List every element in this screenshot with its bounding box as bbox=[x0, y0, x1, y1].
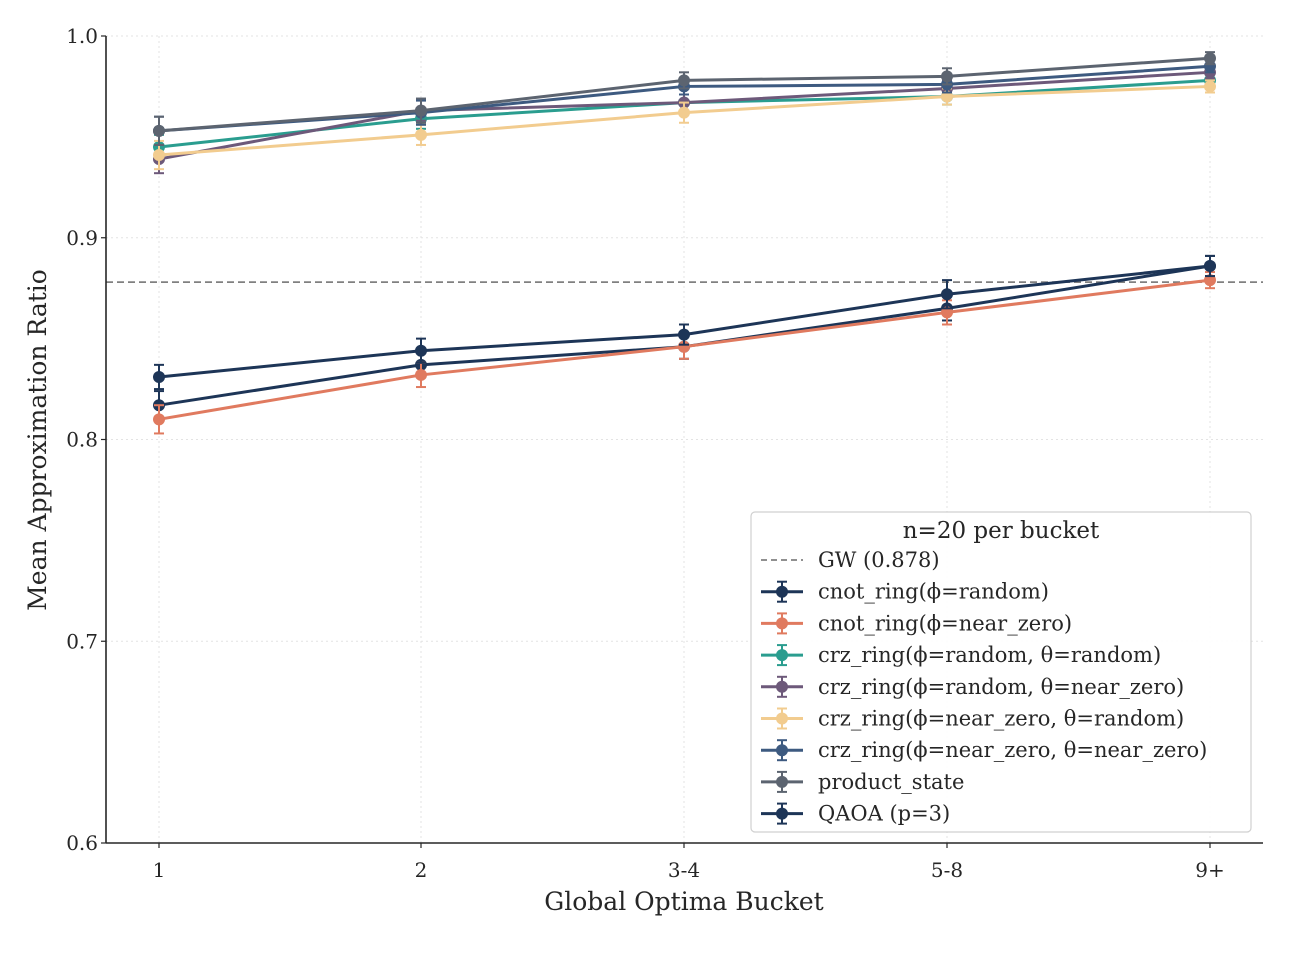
y-tick-label: 0.6 bbox=[66, 831, 98, 855]
legend-title: n=20 per bucket bbox=[903, 518, 1100, 544]
legend-item: cnot_ring(ϕ=random) bbox=[761, 580, 1049, 604]
data-point bbox=[678, 106, 690, 119]
data-point bbox=[941, 306, 953, 319]
x-tick-label: 9+ bbox=[1195, 858, 1224, 882]
legend-item: crz_ring(ϕ=random, θ=near_zero) bbox=[761, 675, 1184, 699]
legend-label: product_state bbox=[818, 770, 964, 794]
data-point bbox=[415, 104, 427, 117]
series-7 bbox=[153, 254, 1216, 391]
legend-items: GW (0.878) cnot_ring(ϕ=random) cnot_ring(ϕ… bbox=[761, 548, 1207, 826]
legend-item: cnot_ring(ϕ=near_zero) bbox=[761, 611, 1072, 635]
y-tick-label: 0.7 bbox=[66, 629, 98, 653]
data-point bbox=[678, 328, 690, 341]
legend-label: cnot_ring(ϕ=random) bbox=[818, 580, 1049, 604]
legend-box bbox=[750, 511, 1252, 833]
x-tick-label: 1 bbox=[153, 858, 166, 882]
legend-marker bbox=[776, 680, 788, 693]
legend-marker bbox=[776, 807, 788, 820]
data-point bbox=[1204, 259, 1216, 272]
y-tick-label: 0.9 bbox=[66, 226, 98, 250]
y-tick-label: 0.8 bbox=[66, 428, 98, 452]
data-point bbox=[415, 344, 427, 357]
legend-item-gw: GW (0.878) bbox=[761, 548, 940, 572]
x-tick-label: 5-8 bbox=[931, 858, 963, 882]
data-point bbox=[1204, 52, 1216, 65]
y-axis-label: Mean Approximation Ratio bbox=[23, 269, 52, 611]
legend-marker bbox=[776, 585, 788, 598]
y-tick-label: 1.0 bbox=[66, 24, 98, 48]
data-point bbox=[415, 368, 427, 381]
legend-marker bbox=[776, 617, 788, 630]
series-4 bbox=[153, 79, 1216, 171]
data-point bbox=[941, 70, 953, 83]
legend-marker bbox=[776, 649, 788, 662]
legend-item: crz_ring(ϕ=near_zero, θ=random) bbox=[761, 707, 1184, 731]
ticks: 1 2 3-4 5-8 9+ 0.6 0.7 0.8 0.9 1.0 bbox=[66, 24, 1225, 882]
series-6 bbox=[153, 51, 1216, 146]
data-point bbox=[1204, 80, 1216, 93]
legend-label: GW (0.878) bbox=[818, 548, 940, 572]
data-point bbox=[941, 288, 953, 301]
legend-item: product_state bbox=[761, 770, 964, 794]
legend-label: QAOA (p=3) bbox=[818, 802, 950, 826]
data-point bbox=[153, 124, 165, 137]
legend-label: crz_ring(ϕ=random, θ=random) bbox=[818, 643, 1161, 667]
data-point bbox=[678, 74, 690, 87]
legend-label: crz_ring(ϕ=near_zero, θ=random) bbox=[818, 707, 1184, 731]
legend-item: crz_ring(ϕ=random, θ=random) bbox=[761, 643, 1161, 667]
data-point bbox=[153, 370, 165, 383]
legend-label: crz_ring(ϕ=near_zero, θ=near_zero) bbox=[818, 738, 1207, 762]
legend: n=20 per bucket GW (0.878) cnot_ring(ϕ=ra… bbox=[750, 511, 1252, 833]
legend-marker bbox=[776, 775, 788, 788]
data-point bbox=[1204, 274, 1216, 287]
legend-item: crz_ring(ϕ=near_zero, θ=near_zero) bbox=[761, 738, 1207, 762]
x-tick-label: 3-4 bbox=[668, 858, 700, 882]
series-1 bbox=[153, 271, 1216, 435]
series-group bbox=[153, 51, 1216, 435]
legend-label: crz_ring(ϕ=random, θ=near_zero) bbox=[818, 675, 1184, 699]
data-point bbox=[153, 149, 165, 162]
legend-marker bbox=[776, 744, 788, 757]
legend-marker bbox=[776, 712, 788, 725]
x-tick-label: 2 bbox=[415, 858, 428, 882]
data-point bbox=[941, 90, 953, 103]
legend-item: QAOA (p=3) bbox=[761, 802, 950, 826]
x-axis-label: Global Optima Bucket bbox=[544, 887, 823, 916]
data-point bbox=[415, 128, 427, 141]
data-point bbox=[153, 413, 165, 426]
legend-label: cnot_ring(ϕ=near_zero) bbox=[818, 611, 1072, 635]
